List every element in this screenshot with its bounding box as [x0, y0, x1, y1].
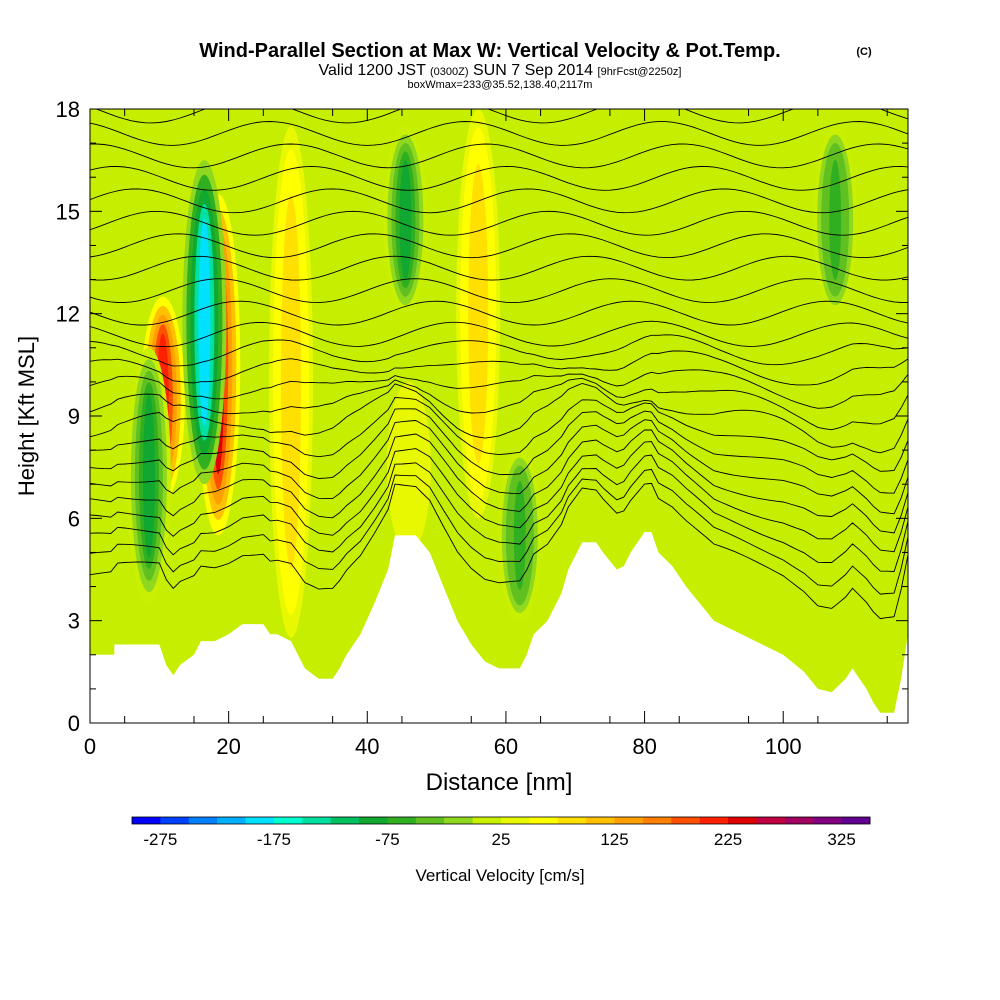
terrain-mask — [90, 532, 908, 723]
colorbar-swatch — [784, 817, 814, 824]
colorbar-swatch — [330, 817, 360, 824]
plot-area — [90, 109, 908, 723]
axes: 0 20 40 60 80 100 0 3 6 9 12 15 18 — [56, 97, 908, 759]
colorbar-swatch — [302, 817, 332, 824]
subtitle-part: SUN 7 Sep 2014 — [469, 62, 598, 79]
velocity-feature — [472, 182, 485, 445]
y-tick-label: 12 — [56, 302, 80, 327]
chart-title: Wind-Parallel Section at Max W: Vertical… — [199, 40, 780, 62]
isentrope-line — [90, 482, 908, 620]
y-tick-label: 6 — [68, 506, 80, 531]
colorbar-swatch — [245, 817, 275, 824]
colorbar: -275 -175 -75 25 125 225 325 — [131, 816, 871, 849]
x-tick-label: 40 — [355, 734, 379, 759]
colorbar-swatch — [699, 817, 729, 824]
colorbar-label: Vertical Velocity [cm/s] — [415, 866, 584, 885]
isentrope-line — [90, 397, 908, 472]
x-tick-label: 100 — [765, 734, 802, 759]
y-tick-label: 0 — [68, 711, 80, 736]
isentrope-line — [90, 468, 908, 595]
colorbar-swatch — [273, 817, 303, 824]
colorbar-frame — [131, 816, 871, 825]
isentrope-line — [90, 121, 908, 146]
isentrope-line — [90, 143, 908, 169]
isentrope-line — [90, 454, 908, 572]
colorbar-tick-label: -275 — [143, 830, 177, 849]
colorbar-tick-label: 325 — [827, 830, 855, 849]
isentrope-line — [95, 109, 908, 124]
isentrope-line — [90, 383, 908, 454]
y-axis-label: Height [Kft MSL] — [14, 336, 39, 496]
subtitle-part: (0300Z) — [430, 66, 469, 78]
x-tick-label: 0 — [84, 734, 96, 759]
isentrope-line — [90, 429, 908, 534]
isentrope-line — [90, 278, 908, 304]
y-tick-label: 15 — [56, 199, 80, 224]
velocity-feature — [142, 393, 155, 558]
isentrope-line — [90, 408, 908, 494]
isentropes — [90, 109, 908, 620]
velocity-feature — [402, 412, 415, 522]
colorbar-swatch — [529, 817, 559, 824]
colorbar-swatch — [614, 817, 644, 824]
colorbar-swatch — [160, 817, 190, 824]
velocity-feature — [829, 159, 842, 280]
isentrope-line — [90, 320, 908, 348]
x-tick-label: 20 — [216, 734, 240, 759]
colorbar-swatch — [813, 817, 843, 824]
chart-subtitle: Valid 1200 JST (0300Z) SUN 7 Sep 2014 [9… — [319, 62, 682, 79]
isentrope-line — [90, 165, 908, 191]
colorbar-tick-label: -75 — [375, 830, 400, 849]
y-tick-label: 18 — [56, 97, 80, 122]
colorbar-swatch — [756, 817, 786, 824]
colorbar-swatch — [444, 817, 474, 824]
y-tick-label: 3 — [68, 609, 80, 634]
isentrope-line — [90, 334, 908, 367]
colorbar-swatch — [387, 817, 417, 824]
colorbar-swatch — [132, 817, 161, 824]
subtitle-part: Valid 1200 JST — [319, 62, 430, 79]
x-axis-label: Distance [nm] — [426, 769, 573, 796]
subtitle-part: [9hrFcst@2250z] — [598, 66, 682, 78]
velocity-feature — [285, 218, 298, 546]
isentrope-line — [90, 210, 908, 236]
colorbar-swatch — [728, 817, 757, 824]
isentrope-line — [90, 233, 908, 259]
colorbar-swatch — [586, 817, 616, 824]
colorbar-swatch — [671, 817, 701, 824]
isentrope-line — [90, 369, 908, 409]
x-tick-label: 60 — [494, 734, 518, 759]
colorbar-tick-label: -175 — [257, 830, 291, 849]
colorbar-tick-label: 125 — [600, 830, 628, 849]
isentrope-line — [90, 188, 908, 214]
colorbar-swatch — [472, 817, 502, 824]
velocity-feature — [399, 159, 412, 280]
chart-title-mark: (C) — [856, 46, 872, 58]
colorbar-tick-label: 25 — [492, 830, 511, 849]
colorbar-swatch — [501, 817, 530, 824]
y-tick-label: 9 — [68, 404, 80, 429]
colorbar-swatch — [188, 817, 218, 824]
isentrope-line — [90, 377, 908, 431]
colorbar-swatch — [642, 817, 672, 824]
colorbar-swatch — [557, 817, 587, 824]
colorbar-swatch — [359, 817, 388, 824]
colorbar-swatch — [217, 817, 247, 824]
colorbar-swatch — [415, 817, 445, 824]
isentrope-line — [90, 419, 908, 515]
isentrope-line — [90, 441, 908, 553]
x-tick-label: 80 — [632, 734, 656, 759]
isentrope-line — [90, 350, 908, 386]
chart-subtitle-2: boxWmax=233@35.52,138.40,2117m — [408, 79, 593, 91]
colorbar-tick-label: 225 — [714, 830, 742, 849]
velocity-feature — [198, 218, 211, 426]
colorbar-swatch — [841, 817, 871, 824]
isentrope-line — [90, 255, 908, 281]
isentrope-line — [90, 300, 908, 326]
